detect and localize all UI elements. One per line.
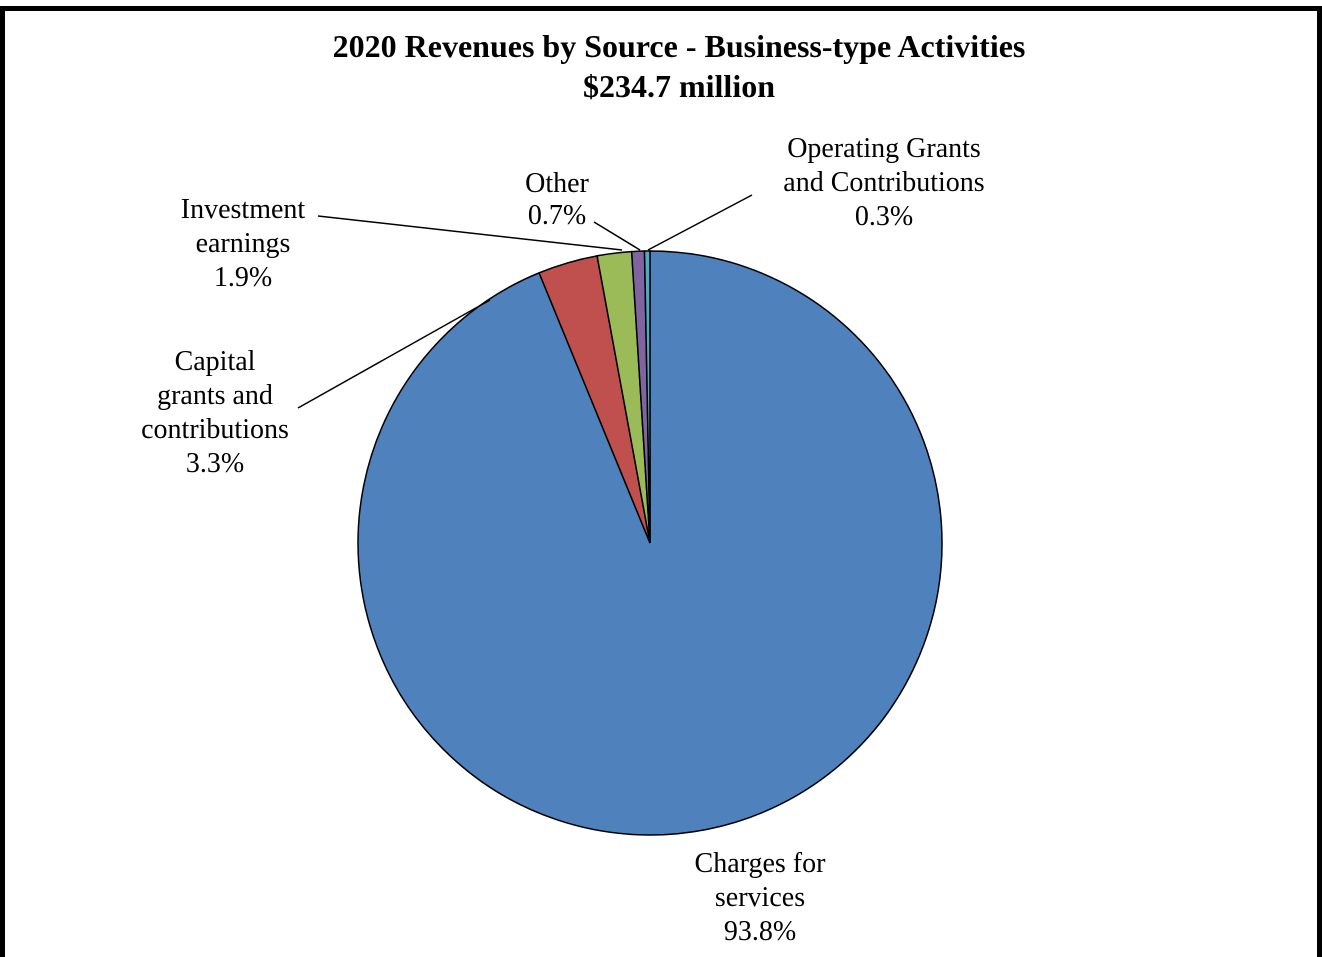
slice-category-label: earnings xyxy=(196,228,291,259)
leaders-group xyxy=(297,194,753,409)
pie-slice-4 xyxy=(643,250,651,544)
leader-line-4 xyxy=(647,194,753,251)
slice-percent-label: 3.3% xyxy=(186,448,244,479)
slice-percent-label: 1.9% xyxy=(214,262,272,293)
slice-category-label: grants and xyxy=(157,380,273,411)
leader-line-2 xyxy=(317,215,623,251)
slice-percent-label: 0.7% xyxy=(528,200,586,231)
slices-group xyxy=(357,250,943,836)
slice-category-label: Charges for xyxy=(695,848,827,879)
slice-category-label: Investment xyxy=(181,194,306,225)
chart-subtitle: $234.7 million xyxy=(583,68,775,104)
chart-title: 2020 Revenues by Source - Business-type … xyxy=(333,28,1026,64)
slice-percent-label: 93.8% xyxy=(724,916,796,947)
leader-line-3 xyxy=(593,221,641,251)
slice-category-label: Other xyxy=(525,168,589,199)
slice-category-label: services xyxy=(715,882,805,913)
slice-category-label: and Contributions xyxy=(783,167,984,198)
slice-category-label: Capital xyxy=(175,346,256,377)
slice-category-label: contributions xyxy=(141,414,289,445)
slice-category-label: Operating Grants xyxy=(787,133,981,164)
chart-frame xyxy=(0,6,1322,957)
slice-percent-label: 0.3% xyxy=(855,201,913,232)
leader-line-1 xyxy=(297,299,491,409)
